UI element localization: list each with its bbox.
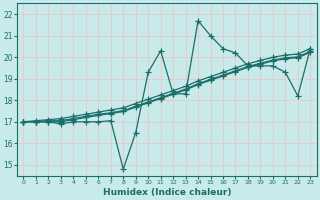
X-axis label: Humidex (Indice chaleur): Humidex (Indice chaleur) bbox=[103, 188, 231, 197]
